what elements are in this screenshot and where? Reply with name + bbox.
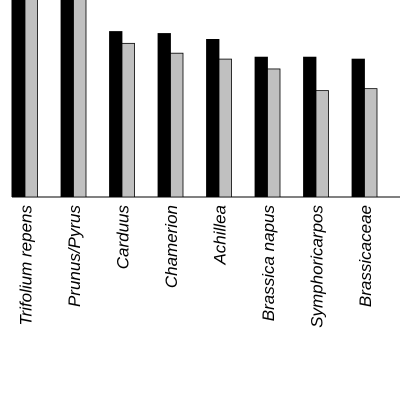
bar bbox=[12, 0, 26, 198]
x-tick-label: Symphoricarpos bbox=[307, 205, 326, 328]
bar bbox=[121, 42, 135, 198]
bar bbox=[364, 88, 378, 198]
bar bbox=[24, 0, 38, 198]
x-tick-label: Brassica napus bbox=[259, 205, 278, 322]
bar bbox=[254, 56, 268, 198]
bar bbox=[303, 56, 317, 198]
x-tick-label: Carduus bbox=[113, 205, 132, 270]
x-tick-label: Achillea bbox=[210, 205, 229, 266]
bar bbox=[206, 39, 220, 198]
bar bbox=[109, 31, 123, 198]
bar bbox=[73, 0, 87, 198]
x-tick-label: Trifolium repens bbox=[16, 205, 35, 326]
bar bbox=[157, 33, 171, 198]
bar bbox=[60, 0, 74, 198]
bar bbox=[218, 58, 232, 198]
bar bbox=[170, 52, 184, 198]
bar bbox=[267, 68, 281, 198]
bar bbox=[315, 90, 329, 198]
x-tick-label: Chamerion bbox=[162, 205, 181, 288]
bar bbox=[351, 58, 365, 198]
x-tick-label: Prunus/Pyrus bbox=[65, 205, 84, 308]
x-tick-label: Brassicaceae bbox=[356, 205, 375, 307]
